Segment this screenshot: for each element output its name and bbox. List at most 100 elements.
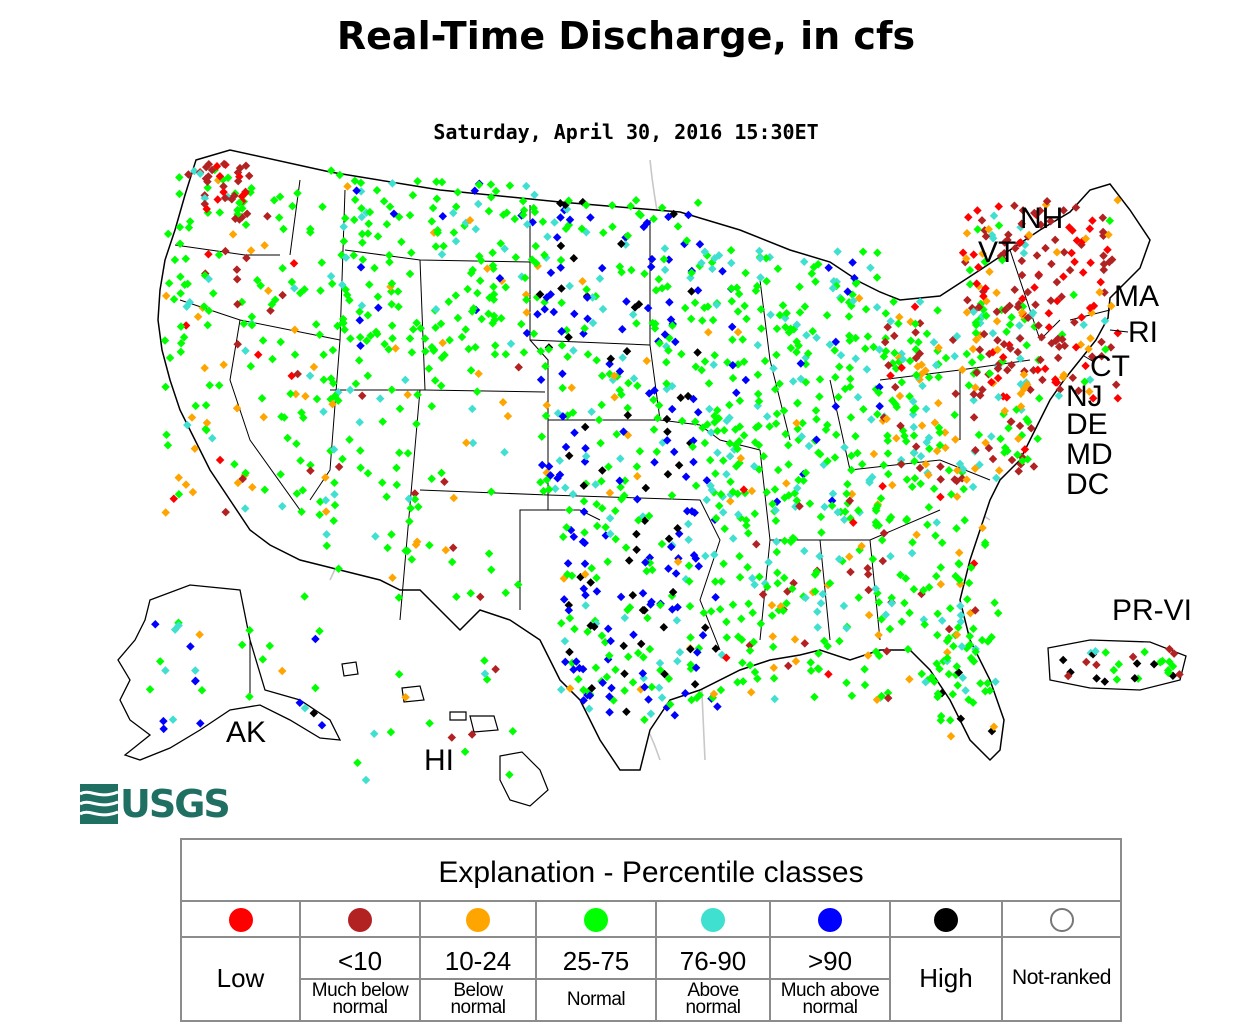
gauge-dot <box>615 367 625 376</box>
much-below-swatch-icon <box>348 908 372 932</box>
gauge-dot <box>568 490 578 499</box>
gauge-dot <box>1055 385 1065 394</box>
gauge-dot <box>1015 321 1024 330</box>
gauge-dot <box>346 334 355 343</box>
gauge-dot <box>915 349 925 358</box>
gauge-dot <box>720 524 729 533</box>
gauge-dot <box>581 444 590 453</box>
gauge-dot <box>584 704 594 713</box>
gauge-dot <box>562 523 571 532</box>
gauge-dot <box>406 503 415 513</box>
gauge-dot <box>495 273 505 283</box>
gauge-dot <box>363 371 373 381</box>
gauge-dot <box>742 521 751 530</box>
label-ri: RI <box>1128 316 1158 349</box>
gauge-dot <box>966 563 976 572</box>
gauge-dot <box>164 279 174 288</box>
label-pr-vi: PR-VI <box>1112 594 1192 627</box>
gauge-dot <box>738 335 747 344</box>
gauge-dot <box>685 577 694 586</box>
gauge-dot <box>902 475 912 484</box>
gauge-dot <box>967 358 977 367</box>
legend-desc-above: Above normal <box>685 980 741 1018</box>
gauge-dot <box>1005 301 1014 311</box>
gauge-dot <box>867 415 876 424</box>
gauge-dot <box>363 469 373 478</box>
gauge-dot <box>416 323 425 333</box>
gauge-dot <box>407 348 417 357</box>
gauge-dot <box>401 693 410 702</box>
gauge-dot <box>686 633 695 642</box>
gauge-dot <box>878 556 888 566</box>
gauge-dot <box>412 318 421 328</box>
gauge-dot <box>433 228 442 238</box>
gauge-dot <box>193 312 203 321</box>
gauge-dot <box>950 475 959 484</box>
gauge-dot <box>624 378 633 388</box>
gauge-dot <box>834 554 844 564</box>
gauge-dot <box>448 543 458 552</box>
gauge-dot <box>619 427 628 436</box>
gauge-dot <box>993 608 1003 618</box>
gauge-dot <box>536 375 546 384</box>
gauge-dot <box>1010 285 1019 294</box>
gauge-dot <box>379 197 389 206</box>
gauge-dot <box>395 448 404 458</box>
gauge-dot <box>770 385 780 394</box>
gauge-dot <box>973 225 982 234</box>
gauge-dot <box>884 361 893 370</box>
gauge-dot <box>651 285 661 295</box>
gauge-dot <box>977 635 987 645</box>
gauge-dot <box>260 241 269 250</box>
gauge-dot <box>514 363 523 372</box>
gauge-dot <box>863 651 873 660</box>
gauge-dot <box>788 533 798 543</box>
gauge-dot <box>772 324 782 333</box>
gauge-dot <box>306 228 315 237</box>
gauge-dot <box>404 494 414 503</box>
gauge-dot <box>691 481 701 490</box>
gauge-dot <box>407 248 416 257</box>
gauge-dot <box>311 634 320 644</box>
gauge-dot <box>449 493 459 503</box>
gauge-dot <box>265 641 275 651</box>
gauge-dot <box>657 693 667 702</box>
gauge-dot <box>1018 456 1027 466</box>
gauge-dot <box>823 456 832 466</box>
gauge-dot <box>355 417 364 427</box>
gauge-dot <box>952 492 962 501</box>
gauge-dot <box>646 600 655 609</box>
gauge-dot <box>345 385 355 395</box>
gauge-dot <box>793 424 802 434</box>
gauge-dot <box>969 307 978 316</box>
gauge-dot <box>1100 677 1110 686</box>
gauge-dot <box>842 623 851 633</box>
gauge-dot <box>691 362 701 372</box>
gauge-dot <box>880 337 890 347</box>
gauge-dot <box>907 548 917 558</box>
gauge-dot <box>203 183 212 193</box>
gauge-dot <box>719 559 728 569</box>
gauge-dot <box>700 438 710 448</box>
gauge-dot <box>219 159 229 169</box>
gauge-dot <box>522 308 531 317</box>
gauge-dot <box>563 570 572 579</box>
gauge-dot <box>387 321 397 330</box>
gauge-dot <box>467 730 477 739</box>
gauge-dot <box>684 535 693 544</box>
gauge-dot <box>340 325 349 334</box>
gauge-dot <box>1047 339 1056 348</box>
gauge-dot <box>195 169 205 178</box>
gauge-dot <box>847 489 857 499</box>
gauge-dot <box>535 290 545 299</box>
gauge-dot <box>1088 393 1098 403</box>
gauge-dot <box>564 451 574 461</box>
gauge-dot <box>612 430 621 439</box>
gauge-dot <box>312 394 322 404</box>
gauge-dot <box>1018 294 1027 304</box>
gauge-dot <box>739 357 749 367</box>
gauge-dot <box>201 424 210 434</box>
gauge-dot <box>824 263 833 273</box>
gauge-dot <box>952 331 962 341</box>
usgs-logo-text: USGS <box>120 782 231 826</box>
